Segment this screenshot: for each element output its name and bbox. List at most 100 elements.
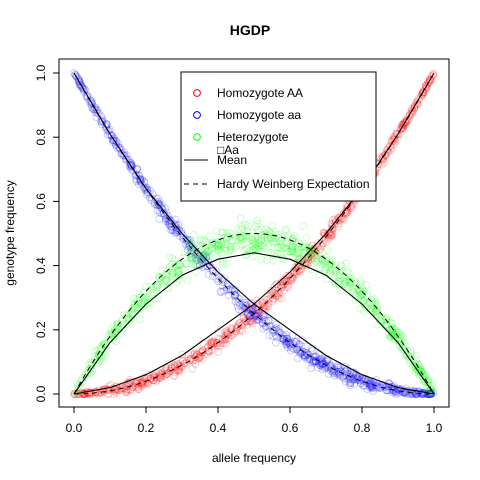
data-point (272, 331, 281, 340)
data-point (309, 357, 317, 366)
data-point (129, 294, 138, 303)
data-point (203, 350, 211, 358)
data-point (192, 256, 201, 264)
data-point (417, 390, 426, 398)
data-point (270, 237, 278, 246)
data-point (90, 103, 99, 111)
data-point (389, 332, 398, 340)
data-point (237, 240, 246, 249)
data-point (167, 271, 175, 280)
data-point (385, 380, 394, 388)
data-point (245, 237, 254, 246)
data-point (80, 85, 89, 94)
data-point (227, 245, 236, 254)
data-point (91, 103, 100, 112)
data-point (255, 244, 264, 253)
data-point (337, 367, 345, 375)
data-point (398, 122, 406, 131)
data-point (207, 338, 216, 347)
data-point (416, 92, 425, 101)
data-point (223, 329, 232, 338)
data-point (244, 222, 252, 230)
data-point (342, 259, 350, 268)
data-point (107, 131, 116, 140)
data-point (395, 385, 404, 394)
data-point (157, 267, 166, 275)
data-point (258, 300, 267, 308)
data-point (110, 390, 118, 398)
data-point (288, 242, 296, 251)
data-point (385, 386, 394, 395)
data-point (266, 292, 275, 300)
data-point (214, 240, 223, 248)
data-point (302, 349, 311, 357)
data-point (428, 381, 436, 390)
data-point (273, 289, 282, 298)
data-point (150, 373, 159, 381)
data-point (92, 388, 100, 396)
data-point (220, 286, 228, 295)
data-point (112, 337, 120, 346)
data-point (157, 372, 165, 381)
data-point (335, 213, 344, 222)
data-point (73, 390, 81, 398)
data-point (304, 350, 313, 359)
data-point (277, 281, 286, 290)
data-point (188, 247, 197, 255)
data-point (359, 307, 368, 315)
data-point (423, 390, 431, 398)
data-point (112, 324, 121, 332)
data-point (253, 312, 262, 321)
data-point (233, 323, 242, 332)
data-point (204, 251, 213, 260)
data-point (293, 266, 302, 275)
data-point (224, 291, 233, 300)
data-point (321, 265, 330, 274)
data-point (261, 230, 270, 238)
data-point (86, 98, 95, 106)
data-point (169, 226, 178, 234)
x-tick-label: 1.0 (426, 421, 443, 435)
data-point (245, 317, 254, 326)
data-point (162, 270, 170, 278)
data-point (140, 373, 149, 382)
data-point (158, 371, 166, 380)
data-point (134, 171, 143, 180)
data-point (377, 315, 386, 324)
data-point (258, 318, 267, 327)
data-point (330, 277, 339, 286)
data-point (154, 199, 163, 208)
data-point (386, 324, 395, 333)
data-point (295, 239, 304, 248)
data-point (173, 268, 182, 277)
data-point (173, 262, 181, 271)
data-point (367, 304, 375, 313)
data-point (206, 244, 215, 253)
data-point (346, 373, 354, 382)
data-point (282, 330, 291, 339)
data-point (107, 132, 116, 140)
data-point (259, 242, 268, 251)
data-point (154, 201, 163, 209)
data-point (211, 244, 219, 252)
data-point (171, 223, 179, 231)
legend-marker-1 (193, 111, 201, 119)
data-point (176, 361, 184, 370)
data-point (153, 201, 162, 209)
x-tick-label: 0.8 (354, 421, 371, 435)
data-point (326, 232, 335, 240)
data-point (162, 277, 171, 286)
data-point (221, 333, 229, 342)
data-point (166, 216, 175, 225)
data-point (354, 374, 362, 383)
data-point (223, 233, 232, 241)
data-point (153, 206, 162, 215)
data-point (143, 299, 152, 308)
data-point (248, 308, 257, 317)
data-point (254, 307, 263, 316)
data-point (117, 384, 125, 393)
data-point (109, 322, 118, 331)
data-point (99, 387, 107, 396)
data-point (367, 298, 375, 307)
data-point (127, 160, 135, 169)
